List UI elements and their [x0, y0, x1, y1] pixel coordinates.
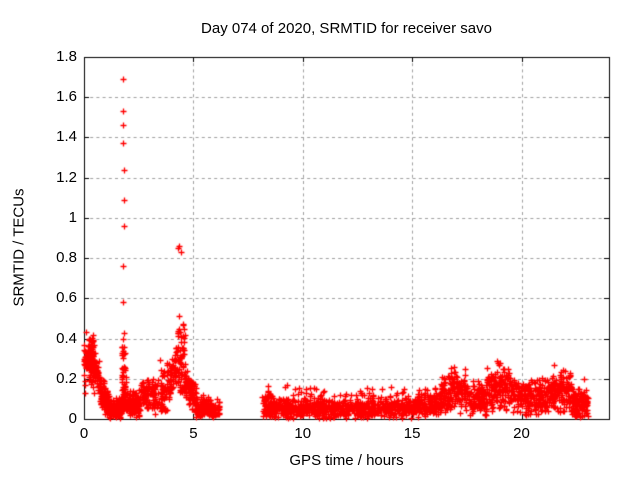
- y-tick-label: 0.8: [56, 249, 77, 267]
- y-tick-label: 0: [68, 410, 77, 427]
- x-tick-label: 20: [513, 425, 530, 442]
- y-tick-label: 0.6: [56, 289, 77, 307]
- y-axis-label: SRMTID / TECUs: [10, 188, 28, 307]
- y-tick-label: 1.2: [56, 168, 77, 186]
- x-axis-label: GPS time / hours: [289, 452, 404, 469]
- y-tick-label: 1.6: [56, 88, 77, 106]
- x-tick-label: 10: [294, 425, 312, 442]
- chart-title: Day 074 of 2020, SRMTID for receiver sav…: [201, 20, 492, 37]
- x-tick-label: 15: [403, 425, 421, 442]
- x-tick-label: 0: [79, 425, 89, 442]
- x-tick-label: 5: [189, 425, 198, 442]
- y-tick-label: 1: [68, 208, 77, 226]
- y-tick-label: 0.4: [56, 329, 77, 347]
- y-tick-label: 0.2: [56, 369, 77, 387]
- y-tick-label: 1.8: [56, 48, 77, 65]
- y-tick-label: 1.4: [56, 128, 77, 146]
